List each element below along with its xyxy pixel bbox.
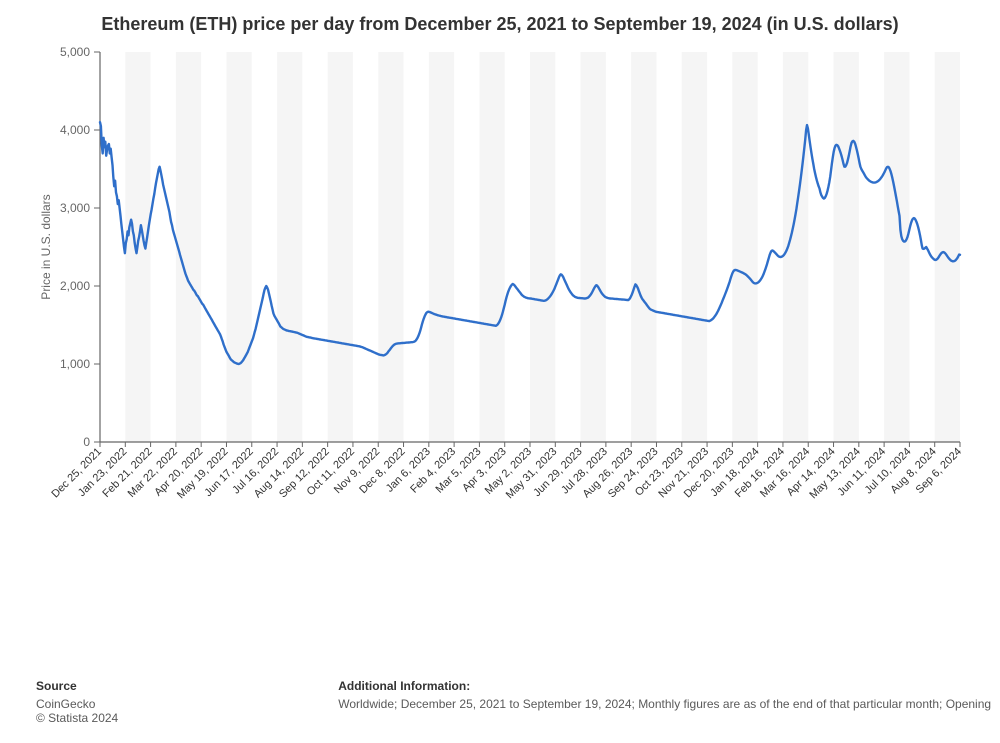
footer-source: Source CoinGecko © Statista 2024 <box>36 679 118 725</box>
source-name: CoinGecko <box>36 697 118 711</box>
footer-info: Additional Information: Worldwide; Decem… <box>338 679 991 725</box>
chart-title: Ethereum (ETH) price per day from Decemb… <box>0 0 1000 42</box>
svg-text:1,000: 1,000 <box>60 357 90 371</box>
info-heading: Additional Information: <box>338 679 991 693</box>
svg-text:0: 0 <box>83 435 90 449</box>
svg-text:2,000: 2,000 <box>60 279 90 293</box>
svg-text:3,000: 3,000 <box>60 201 90 215</box>
line-chart: 0 1,000 2,000 3,000 4,000 5,000 Price in U.S. … <box>30 42 970 562</box>
info-text: Worldwide; December 25, 2021 to Septembe… <box>338 697 991 711</box>
chart-footer: Source CoinGecko © Statista 2024 Additio… <box>36 679 1000 725</box>
svg-text:4,000: 4,000 <box>60 123 90 137</box>
svg-text:Price in U.S. dollars: Price in U.S. dollars <box>39 195 53 300</box>
source-heading: Source <box>36 679 118 693</box>
copyright: © Statista 2024 <box>36 711 118 725</box>
chart-container: 0 1,000 2,000 3,000 4,000 5,000 Price in U.S. … <box>0 42 1000 562</box>
svg-text:5,000: 5,000 <box>60 45 90 59</box>
